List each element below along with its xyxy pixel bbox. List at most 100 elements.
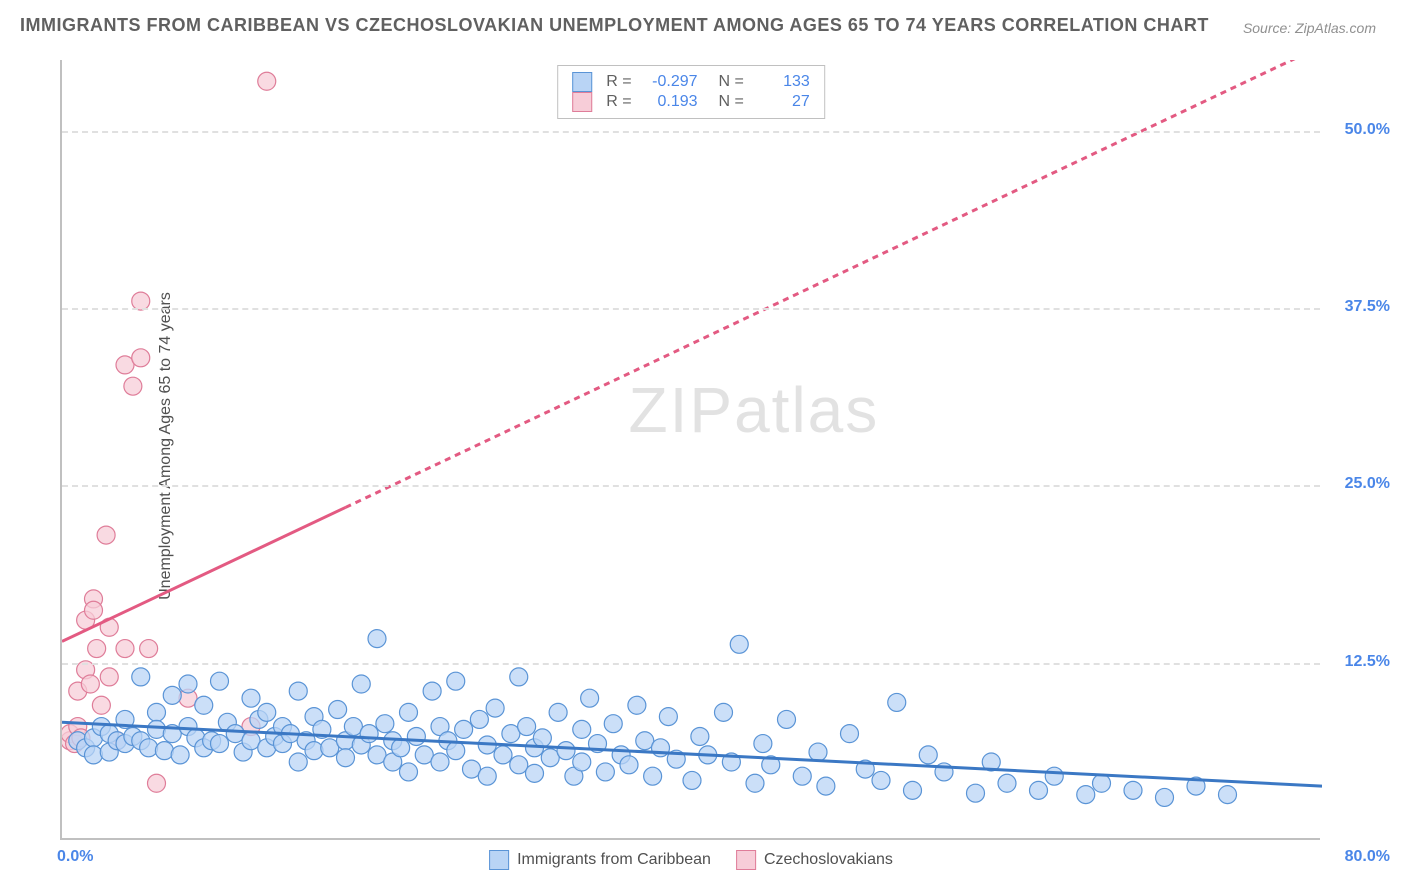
data-point <box>431 753 449 771</box>
data-point <box>195 696 213 714</box>
data-point <box>242 689 260 707</box>
gridline <box>62 131 1320 133</box>
data-point <box>510 756 528 774</box>
data-point <box>1093 774 1111 792</box>
data-point <box>1030 781 1048 799</box>
data-point <box>919 746 937 764</box>
data-point <box>148 720 166 738</box>
data-point <box>478 767 496 785</box>
data-point <box>841 725 859 743</box>
data-point <box>140 739 158 757</box>
scatter-svg <box>62 60 1322 840</box>
y-tick-label: 25.0% <box>1330 475 1390 493</box>
data-point <box>518 718 536 736</box>
data-point <box>81 675 99 693</box>
trend-line-pink-dash <box>346 60 1323 507</box>
data-point <box>998 774 1016 792</box>
data-point <box>1045 767 1063 785</box>
data-point <box>604 715 622 733</box>
data-point <box>526 764 544 782</box>
data-point <box>85 601 103 619</box>
data-point <box>581 689 599 707</box>
gridline <box>62 663 1320 665</box>
data-point <box>494 746 512 764</box>
data-point <box>730 635 748 653</box>
data-point <box>258 72 276 90</box>
x-axis-legend: Immigrants from Caribbean Czechoslovakian… <box>489 850 893 870</box>
data-point <box>92 696 110 714</box>
data-point <box>368 630 386 648</box>
data-point <box>132 349 150 367</box>
data-point <box>352 675 370 693</box>
y-tick-label: 50.0% <box>1330 121 1390 139</box>
data-point <box>872 771 890 789</box>
legend-row: R =0.193 N =27 <box>572 92 810 112</box>
data-point <box>470 710 488 728</box>
data-point <box>1124 781 1142 799</box>
data-point <box>573 753 591 771</box>
data-point <box>337 749 355 767</box>
data-point <box>392 739 410 757</box>
data-point <box>124 377 142 395</box>
data-point <box>573 720 591 738</box>
legend-row: R =-0.297 N =133 <box>572 72 810 92</box>
data-point <box>754 735 772 753</box>
data-point <box>148 774 166 792</box>
data-point <box>97 526 115 544</box>
data-point <box>155 742 173 760</box>
data-point <box>620 756 638 774</box>
data-point <box>163 686 181 704</box>
data-point <box>715 703 733 721</box>
x-min-label: 0.0% <box>57 848 93 866</box>
data-point <box>628 696 646 714</box>
data-point <box>88 640 106 658</box>
x-max-label: 80.0% <box>1345 848 1390 866</box>
data-point <box>329 701 347 719</box>
data-point <box>683 771 701 789</box>
data-point <box>100 668 118 686</box>
data-point <box>360 725 378 743</box>
data-point <box>305 742 323 760</box>
data-point <box>746 774 764 792</box>
data-point <box>400 763 418 781</box>
legend-item: Immigrants from Caribbean <box>489 850 711 870</box>
data-point <box>116 640 134 658</box>
gridline <box>62 308 1320 310</box>
gridline <box>62 485 1320 487</box>
data-point <box>809 743 827 761</box>
data-point <box>148 703 166 721</box>
data-point <box>778 710 796 728</box>
chart-title: IMMIGRANTS FROM CARIBBEAN VS CZECHOSLOVA… <box>20 15 1209 36</box>
data-point <box>888 693 906 711</box>
y-tick-label: 37.5% <box>1330 298 1390 316</box>
source-attribution: Source: ZipAtlas.com <box>1243 20 1376 36</box>
data-point <box>904 781 922 799</box>
data-point <box>85 746 103 764</box>
data-point <box>211 672 229 690</box>
y-tick-label: 12.5% <box>1330 653 1390 671</box>
data-point <box>407 727 425 745</box>
plot-area: ZIPatlas R =-0.297 N =133 R =0.193 N =27… <box>60 60 1320 840</box>
data-point <box>140 640 158 658</box>
data-point <box>1156 788 1174 806</box>
data-point <box>691 727 709 745</box>
data-point <box>549 703 567 721</box>
data-point <box>132 668 150 686</box>
data-point <box>179 675 197 693</box>
data-point <box>447 742 465 760</box>
data-point <box>289 682 307 700</box>
data-point <box>171 746 189 764</box>
data-point <box>376 715 394 733</box>
data-point <box>447 672 465 690</box>
data-point <box>644 767 662 785</box>
data-point <box>659 708 677 726</box>
data-point <box>486 699 504 717</box>
data-point <box>400 703 418 721</box>
legend-item: Czechoslovakians <box>736 850 893 870</box>
data-point <box>423 682 441 700</box>
data-point <box>1219 786 1237 804</box>
data-point <box>793 767 811 785</box>
data-point <box>817 777 835 795</box>
data-point <box>211 735 229 753</box>
data-point <box>596 763 614 781</box>
